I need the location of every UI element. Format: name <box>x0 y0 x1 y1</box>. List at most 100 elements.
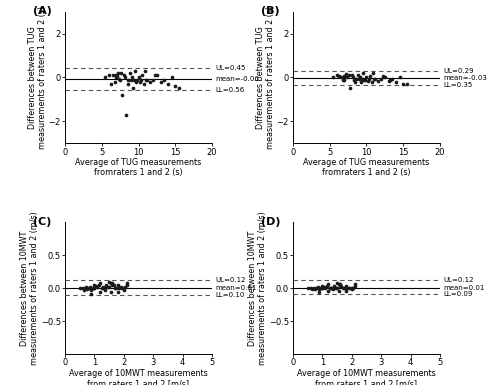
Point <box>340 285 348 291</box>
Point <box>94 284 102 290</box>
Point <box>131 68 139 74</box>
Point <box>348 286 356 292</box>
Point <box>105 72 113 78</box>
Point <box>339 77 347 83</box>
Y-axis label: Differences between 10MWT
measurements of raters 1 and 2 (m/s): Differences between 10MWT measurements o… <box>248 211 268 365</box>
Point <box>362 74 370 80</box>
Point <box>304 285 312 291</box>
Point <box>88 286 96 293</box>
Point <box>123 280 131 286</box>
Point <box>120 72 128 78</box>
Point <box>396 74 404 80</box>
Point <box>114 70 122 76</box>
Point <box>144 77 152 83</box>
Point <box>112 74 120 80</box>
Point <box>114 75 122 82</box>
Y-axis label: Differences between 10MWT
measurements of raters 1 and 2 (m/s): Differences between 10MWT measurements o… <box>20 211 40 365</box>
Point <box>111 79 119 85</box>
Point <box>92 283 100 290</box>
Point <box>100 286 108 293</box>
Point <box>349 285 357 291</box>
Point <box>342 71 350 77</box>
Point <box>132 79 140 85</box>
Point <box>345 285 353 291</box>
Point <box>102 74 110 80</box>
Point <box>341 73 349 79</box>
Text: mean=-0.03: mean=-0.03 <box>443 75 487 81</box>
Point <box>350 283 358 289</box>
Point <box>122 284 130 290</box>
Text: (A): (A) <box>32 6 52 16</box>
Point <box>324 288 332 294</box>
Point <box>105 279 113 285</box>
Point <box>334 281 342 288</box>
Point <box>112 285 120 291</box>
Point <box>372 75 380 82</box>
Point <box>172 83 179 89</box>
Point <box>108 280 116 286</box>
Point <box>370 75 378 82</box>
Point <box>340 73 347 79</box>
Point <box>108 282 116 288</box>
Point <box>386 77 394 83</box>
Point <box>361 77 369 83</box>
Point <box>346 85 354 92</box>
Point <box>84 285 92 291</box>
Text: mean=-0.06: mean=-0.06 <box>215 76 259 82</box>
Point <box>80 286 88 293</box>
Point <box>381 74 389 80</box>
Point <box>356 79 364 85</box>
Point <box>350 281 358 288</box>
Point <box>82 284 90 290</box>
Point <box>318 283 326 289</box>
Point <box>123 282 131 288</box>
Text: mean=0.01: mean=0.01 <box>443 285 484 291</box>
Point <box>338 283 345 289</box>
Point <box>358 75 366 82</box>
Point <box>99 284 107 290</box>
Point <box>117 284 125 290</box>
Point <box>133 77 141 83</box>
Y-axis label: Differences between TUG
measurements of raters 1 and 2 (s): Differences between TUG measurements of … <box>28 6 47 149</box>
Point <box>348 72 356 78</box>
Point <box>124 81 132 87</box>
Text: UL=0.12: UL=0.12 <box>215 278 246 283</box>
Point <box>102 284 110 290</box>
Point <box>355 75 363 82</box>
Point <box>136 79 144 85</box>
Point <box>120 286 128 293</box>
Text: UL=0.12: UL=0.12 <box>443 278 474 283</box>
Point <box>312 285 320 291</box>
Point <box>168 74 175 80</box>
Point <box>336 74 344 80</box>
Point <box>339 285 347 291</box>
Text: LL=0.09: LL=0.09 <box>443 291 472 297</box>
Point <box>366 73 374 79</box>
Point <box>368 79 376 85</box>
Point <box>334 73 342 79</box>
Point <box>110 282 118 288</box>
Point <box>336 281 344 288</box>
Point <box>316 286 324 292</box>
Point <box>90 285 98 291</box>
Point <box>384 78 392 84</box>
Point <box>141 68 149 74</box>
Point <box>156 79 164 85</box>
Point <box>316 289 324 295</box>
Text: LL=0.10: LL=0.10 <box>215 292 244 298</box>
Point <box>359 70 367 76</box>
Point <box>128 74 136 80</box>
Point <box>392 79 400 85</box>
Point <box>317 285 325 291</box>
Point <box>327 285 335 291</box>
Point <box>118 285 126 291</box>
Point <box>364 75 372 82</box>
Point <box>124 77 132 83</box>
Point <box>330 74 338 80</box>
Point <box>150 72 158 78</box>
Point <box>323 283 331 289</box>
Text: LL=0.35: LL=0.35 <box>443 82 472 88</box>
Point <box>308 286 316 292</box>
Point <box>334 288 342 294</box>
Point <box>138 72 146 78</box>
